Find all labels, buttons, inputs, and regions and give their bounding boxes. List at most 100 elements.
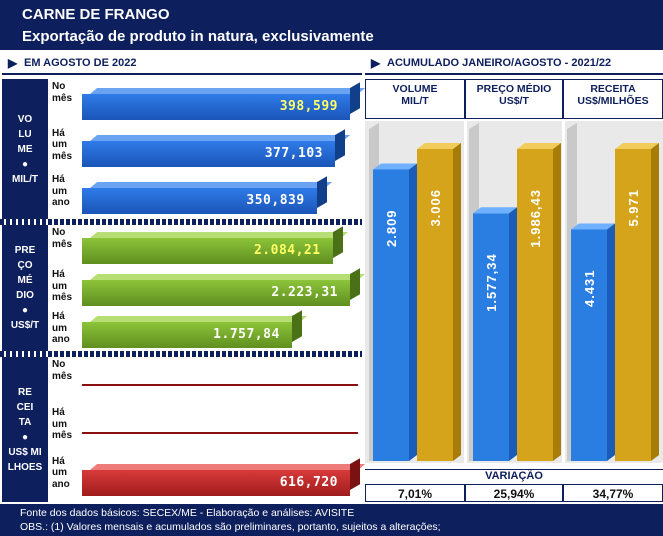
vertical-bar-label: 1.986,43 bbox=[528, 189, 543, 248]
col-head-volume: VOLUME MIL/T bbox=[365, 79, 465, 119]
category-label-line: ano bbox=[52, 478, 70, 490]
vertical-bar-side bbox=[409, 163, 417, 461]
bar-side bbox=[350, 458, 360, 490]
vertical-bar bbox=[417, 149, 453, 461]
category-label-line: Há bbox=[52, 311, 65, 322]
vertical-bar-top bbox=[571, 223, 615, 230]
side-label-line: MÉ bbox=[17, 275, 33, 286]
column-separator bbox=[464, 121, 467, 463]
vertical-bar-side bbox=[553, 143, 561, 461]
col-head-line: VOLUME bbox=[392, 83, 438, 95]
side-label-line: LU bbox=[18, 128, 32, 140]
vertical-bar-side bbox=[509, 207, 517, 461]
category-label-line: Há bbox=[52, 455, 65, 467]
bar-value-label: 398,599 bbox=[279, 99, 338, 115]
category-label: No mês bbox=[52, 227, 80, 250]
page-subtitle: Exportação de produto in natura, exclusi… bbox=[22, 28, 374, 45]
vertical-bar-top bbox=[417, 143, 461, 149]
source-note: Fonte dos dados básicos: SECEX/ME - Elab… bbox=[20, 507, 355, 519]
category-label: Há um mês bbox=[52, 128, 80, 163]
category-label: Há um ano bbox=[52, 311, 80, 346]
vertical-bar bbox=[473, 213, 509, 461]
side-label-line: TA bbox=[18, 416, 32, 428]
vertical-bar-side bbox=[607, 223, 615, 461]
category-label-line: Há bbox=[52, 174, 65, 186]
bar-side bbox=[350, 268, 360, 300]
panel-side-label: PRE ÇO MÉ DIO ● US$/T bbox=[2, 225, 48, 351]
side-label-line: ME bbox=[17, 143, 33, 155]
side-label-line: ● bbox=[21, 305, 29, 316]
category-label-line: ano bbox=[52, 334, 70, 345]
side-label-line: US$/T bbox=[10, 320, 40, 331]
bar-value-label: 350,839 bbox=[246, 192, 305, 208]
category-label-line: No bbox=[52, 359, 66, 370]
vertical-bar-top bbox=[517, 143, 561, 149]
price-panel: PRE ÇO MÉ DIO ● US$/T No mês 2.084,21 Há um mês 2.22… bbox=[2, 225, 366, 351]
divider bbox=[0, 351, 362, 357]
category-label-line: mês bbox=[52, 292, 73, 303]
vertical-bar-top bbox=[615, 143, 659, 149]
category-label: Há um mês bbox=[52, 269, 80, 304]
variation-revenue: 34,77% bbox=[563, 484, 663, 502]
panel-side-label: RE CEI TA ● US$ MI LHOES bbox=[2, 357, 48, 502]
category-label-line: mês bbox=[52, 92, 73, 104]
empty-bar-line bbox=[82, 431, 358, 434]
side-label-line: LHOES bbox=[7, 461, 43, 473]
variation-title: VARIAÇÃO bbox=[365, 469, 663, 483]
section-right-label: ACUMULADO JANEIRO/AGOSTO - 2021/22 bbox=[387, 57, 612, 69]
bar-value-label: 1.757,84 bbox=[213, 327, 280, 342]
category-label-line: um bbox=[52, 139, 67, 151]
category-label-line: um bbox=[52, 280, 67, 292]
page-title: CARNE DE FRANGO bbox=[22, 6, 170, 23]
horizontal-bar: 1.757,84 bbox=[82, 310, 307, 348]
panel-side-label: VO LU ME ● MIL/T bbox=[2, 79, 48, 219]
column-separator bbox=[562, 121, 565, 463]
side-label-line: US$ MI bbox=[8, 446, 42, 458]
col-head-price: PREÇO MÉDIO US$/T bbox=[465, 79, 563, 119]
category-label-line: mês bbox=[52, 238, 73, 250]
accumulated-chart: VOLUME MIL/T PREÇO MÉDIO US$/T RECEITA U… bbox=[365, 79, 663, 504]
volume-panel: VO LU ME ● MIL/T No mês 398,599 Há um mês 377,103 Há… bbox=[2, 79, 366, 219]
horizontal-bar: 377,103 bbox=[82, 129, 351, 167]
section-left-title: ▶ EM AGOSTO DE 2022 bbox=[2, 53, 362, 75]
bar-value-label: 2.084,21 bbox=[253, 243, 321, 258]
divider bbox=[0, 219, 362, 225]
bar-side bbox=[335, 129, 345, 161]
side-label-line: MIL/T bbox=[11, 173, 39, 185]
category-label: No mês bbox=[52, 359, 80, 382]
vertical-bar-side bbox=[453, 143, 461, 461]
vertical-bar bbox=[373, 169, 409, 461]
category-label: No mês bbox=[52, 81, 80, 104]
category-label-line: Há bbox=[52, 269, 65, 280]
col-head-line: US$/T bbox=[499, 95, 529, 107]
variation-volume: 7,01% bbox=[365, 484, 465, 502]
bar-face bbox=[82, 238, 333, 264]
category-label-line: No bbox=[52, 227, 66, 238]
category-label-line: mês bbox=[52, 430, 73, 442]
side-label-line: RE bbox=[18, 386, 32, 398]
horizontal-bar: 616,720 bbox=[82, 458, 366, 496]
category-label-line: ano bbox=[52, 197, 70, 209]
category-label-line: um bbox=[52, 418, 67, 430]
bar-value-label: 377,103 bbox=[264, 146, 323, 161]
bar-face bbox=[82, 187, 317, 214]
bar-side bbox=[350, 82, 360, 115]
variation-price: 25,94% bbox=[465, 484, 563, 502]
category-label-line: Há bbox=[52, 407, 65, 419]
vertical-bar-label: 3.006 bbox=[428, 189, 443, 227]
vertical-bar bbox=[615, 149, 651, 461]
category-label: Há um mês bbox=[52, 407, 80, 442]
col-head-line: MIL/T bbox=[401, 95, 429, 107]
bar-face bbox=[82, 94, 350, 121]
play-arrow-icon: ▶ bbox=[8, 56, 18, 70]
vertical-bar-chart: 2.809 3.006 1.577,34 1.986,43 4.431 5.971 bbox=[365, 121, 663, 463]
vertical-bar-label: 4.431 bbox=[582, 269, 597, 307]
category-label-line: mês bbox=[52, 150, 73, 162]
obs-note: OBS.: (1) Valores mensais e acumulados s… bbox=[20, 521, 441, 533]
category-label-line: um bbox=[52, 322, 67, 334]
vertical-bar-label: 2.809 bbox=[384, 209, 399, 247]
bar-face bbox=[82, 469, 350, 496]
revenue-panel: RE CEI TA ● US$ MI LHOES No mês Há um mês Há um ano 61… bbox=[2, 357, 366, 502]
side-label-line: ● bbox=[21, 431, 29, 443]
category-label-line: um bbox=[52, 185, 67, 197]
